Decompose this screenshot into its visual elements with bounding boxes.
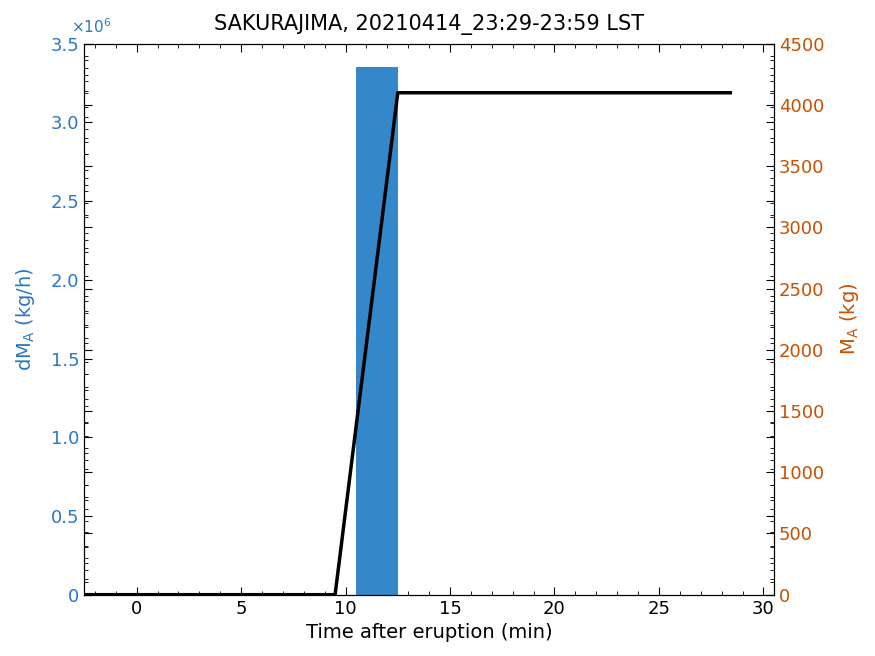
Y-axis label: $\mathrm{M_A}$ (kg): $\mathrm{M_A}$ (kg) <box>838 283 861 356</box>
Y-axis label: $\mathrm{dM_A}$ (kg/h): $\mathrm{dM_A}$ (kg/h) <box>14 268 37 371</box>
Text: $\times 10^6$: $\times 10^6$ <box>71 17 111 35</box>
Bar <box>356 68 398 595</box>
X-axis label: Time after eruption (min): Time after eruption (min) <box>305 623 552 642</box>
Title: SAKURAJIMA, 20210414_23:29-23:59 LST: SAKURAJIMA, 20210414_23:29-23:59 LST <box>214 14 644 35</box>
